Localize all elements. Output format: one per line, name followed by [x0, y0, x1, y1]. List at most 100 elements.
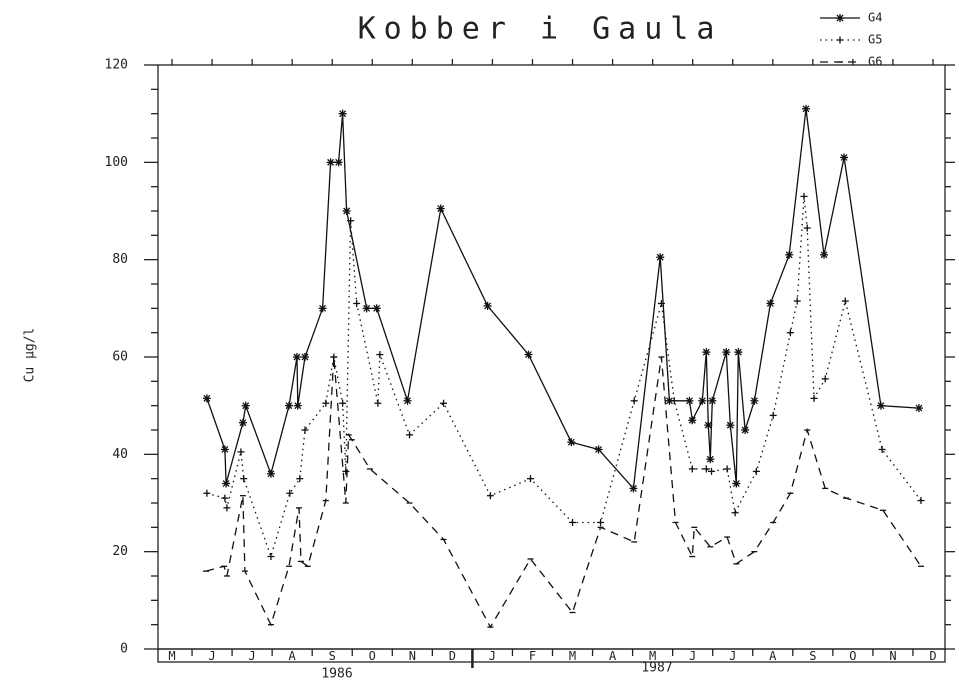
marker: [769, 411, 777, 419]
marker-stroke: [293, 353, 301, 361]
marker-stroke: [704, 421, 712, 429]
marker-stroke: [698, 397, 706, 405]
marker: [238, 418, 247, 427]
series-line: [205, 356, 922, 629]
marker: [732, 479, 741, 488]
marker-stroke: [734, 348, 742, 356]
marker: [841, 297, 849, 305]
marker: [318, 304, 327, 313]
marker: [803, 224, 811, 232]
marker: [203, 489, 211, 497]
x-tick-label: M: [569, 649, 576, 663]
marker: [706, 455, 715, 464]
marker-stroke: [437, 205, 445, 213]
marker: [372, 304, 381, 313]
legend-label: G4: [868, 11, 882, 25]
x-tick-label: A: [289, 649, 297, 663]
marker-stroke: [877, 402, 885, 410]
marker-stroke: [665, 397, 673, 405]
marker: [702, 465, 710, 473]
marker-stroke: [267, 470, 275, 478]
year-label: 1986: [321, 667, 352, 680]
marker: [836, 14, 844, 22]
marker-stroke: [741, 426, 749, 434]
marker-stroke: [404, 397, 411, 405]
marker: [353, 299, 361, 307]
marker: [524, 350, 533, 359]
marker-stroke: [221, 446, 229, 453]
x-tick-label: S: [809, 649, 816, 663]
marker: [840, 153, 849, 162]
marker: [685, 396, 694, 405]
marker: [284, 401, 293, 410]
marker: [656, 253, 665, 262]
x-tick-label: N: [889, 649, 896, 663]
marker: [223, 504, 231, 512]
marker: [486, 492, 494, 500]
marker: [526, 475, 534, 483]
marker-stroke: [750, 397, 758, 405]
chart-title: Kobber i Gaula: [358, 12, 723, 47]
marker: [688, 465, 696, 473]
marker: [347, 217, 355, 225]
marker: [800, 192, 808, 200]
marker: [597, 518, 605, 526]
x-tick-label: J: [689, 649, 696, 663]
marker: [292, 353, 301, 361]
marker: [374, 399, 382, 407]
x-tick-label: J: [729, 649, 736, 663]
series-line: [206, 108, 920, 490]
marker: [339, 399, 347, 407]
marker-stroke: [285, 402, 293, 410]
marker-stroke: [732, 480, 740, 487]
marker: [810, 394, 818, 402]
marker: [322, 399, 330, 407]
x-tick-label: F: [529, 649, 536, 663]
x-tick-label: A: [769, 649, 777, 663]
marker-stroke: [706, 455, 714, 463]
marker: [657, 299, 665, 307]
marker: [567, 438, 576, 447]
marker-stroke: [373, 304, 381, 312]
marker: [704, 421, 713, 430]
y-tick-label: 100: [105, 155, 128, 170]
x-tick-label: O: [369, 649, 376, 663]
marker: [222, 479, 231, 488]
marker: [406, 431, 414, 439]
marker-stroke: [525, 351, 532, 359]
marker: [752, 467, 760, 475]
marker: [802, 104, 811, 113]
marker-stroke: [708, 397, 716, 405]
marker: [202, 394, 211, 403]
marker: [688, 416, 697, 425]
marker: [220, 445, 229, 454]
x-tick-label: J: [489, 649, 496, 663]
marker: [240, 475, 248, 483]
marker-stroke: [785, 251, 793, 259]
marker-stroke: [484, 302, 492, 310]
legend-label: G5: [868, 33, 882, 47]
marker: [237, 448, 245, 456]
marker: [293, 401, 302, 410]
marker: [629, 484, 638, 493]
marker-stroke: [319, 304, 327, 312]
marker: [403, 396, 412, 405]
marker: [722, 348, 731, 357]
month-band: [157, 648, 946, 663]
marker: [785, 250, 794, 259]
marker: [630, 397, 638, 405]
marker-stroke: [339, 110, 347, 118]
marker: [334, 158, 343, 167]
marker: [914, 404, 923, 413]
marker: [594, 445, 603, 454]
marker-stroke: [722, 348, 730, 356]
x-tick-label: A: [609, 649, 617, 663]
marker: [286, 489, 294, 497]
legend-label: G6: [868, 55, 882, 69]
marker: [731, 509, 739, 517]
marker: [741, 426, 750, 434]
marker: [876, 401, 885, 410]
marker-stroke: [301, 353, 309, 361]
x-tick-label: S: [329, 649, 336, 663]
